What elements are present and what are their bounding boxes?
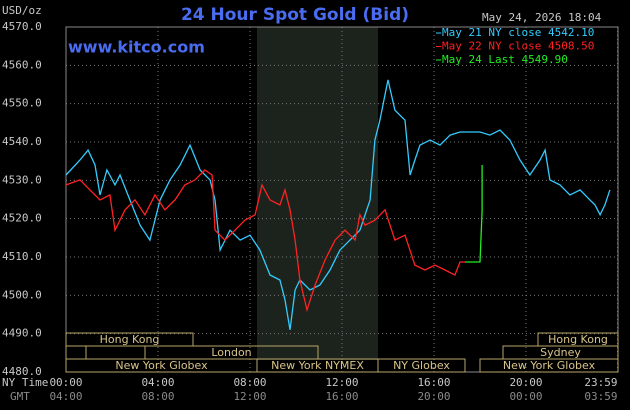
y-tick-label: 4550.0	[2, 97, 42, 110]
series-line	[65, 169, 466, 313]
gmt-tick-label: 04:00	[49, 390, 82, 403]
session-box	[479, 358, 619, 373]
x-tick-label: 16:00	[417, 376, 450, 389]
ny-time-label: NY Time	[2, 376, 48, 389]
session-label: Hong Kong	[548, 333, 608, 346]
x-tick-label: 12:00	[325, 376, 358, 389]
x-tick-label: 23:59	[584, 376, 617, 389]
legend-entry: May 21 NY close 4542.10	[442, 26, 594, 39]
x-tick-label: 20:00	[509, 376, 542, 389]
session-label: Sydney	[540, 346, 581, 359]
legend-entry: May 22 NY close 4508.50	[442, 40, 594, 53]
gmt-tick-label: 08:00	[141, 390, 174, 403]
session-box	[377, 358, 466, 373]
x-tick-label: 04:00	[141, 376, 174, 389]
y-tick-label: 4540.0	[2, 135, 42, 148]
gmt-tick-label: 20:00	[417, 390, 450, 403]
site: www.kitco.com	[68, 38, 205, 57]
gmt-label: GMT	[10, 390, 30, 403]
y-tick-label: 4520.0	[2, 212, 42, 225]
series-line	[65, 79, 611, 330]
gmt-tick-label: 00:00	[509, 390, 542, 403]
x-tick-label: 08:00	[233, 376, 266, 389]
unit-label: USD/oz	[2, 4, 42, 17]
gmt-tick-label: 12:00	[233, 390, 266, 403]
y-tick-label: 4560.0	[2, 58, 42, 71]
y-tick-label: 4480.0	[2, 365, 42, 378]
session-label: New York NYMEX	[271, 359, 364, 372]
gmt-tick-label: 03:59	[584, 390, 617, 403]
series-line	[465, 165, 483, 263]
session-label: New York Globex	[503, 359, 596, 372]
session-label: New York Globex	[115, 359, 208, 372]
y-tick-label: 4570.0	[2, 20, 42, 33]
session-label: London	[211, 346, 251, 359]
nymex-shade	[257, 27, 378, 360]
y-tick-label: 4490.0	[2, 327, 42, 340]
gmt-tick-label: 16:00	[325, 390, 358, 403]
timestamp: May 24, 2026 18:04	[482, 11, 602, 24]
session-label: Hong Kong	[100, 333, 160, 346]
legend-entry: May 24 Last 4549.90	[442, 53, 568, 66]
y-tick-label: 4530.0	[2, 173, 42, 186]
chart-title: 24 Hour Spot Gold (Bid)	[181, 5, 409, 25]
x-tick-label: 00:00	[49, 376, 82, 389]
session-label: NY Globex	[393, 359, 450, 372]
y-tick-label: 4510.0	[2, 250, 42, 263]
y-tick-label: 4500.0	[2, 288, 42, 301]
session-box	[65, 332, 194, 347]
